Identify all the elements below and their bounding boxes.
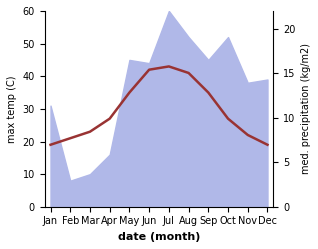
X-axis label: date (month): date (month) [118, 232, 200, 242]
Y-axis label: max temp (C): max temp (C) [7, 75, 17, 143]
Y-axis label: med. precipitation (kg/m2): med. precipitation (kg/m2) [301, 43, 311, 174]
